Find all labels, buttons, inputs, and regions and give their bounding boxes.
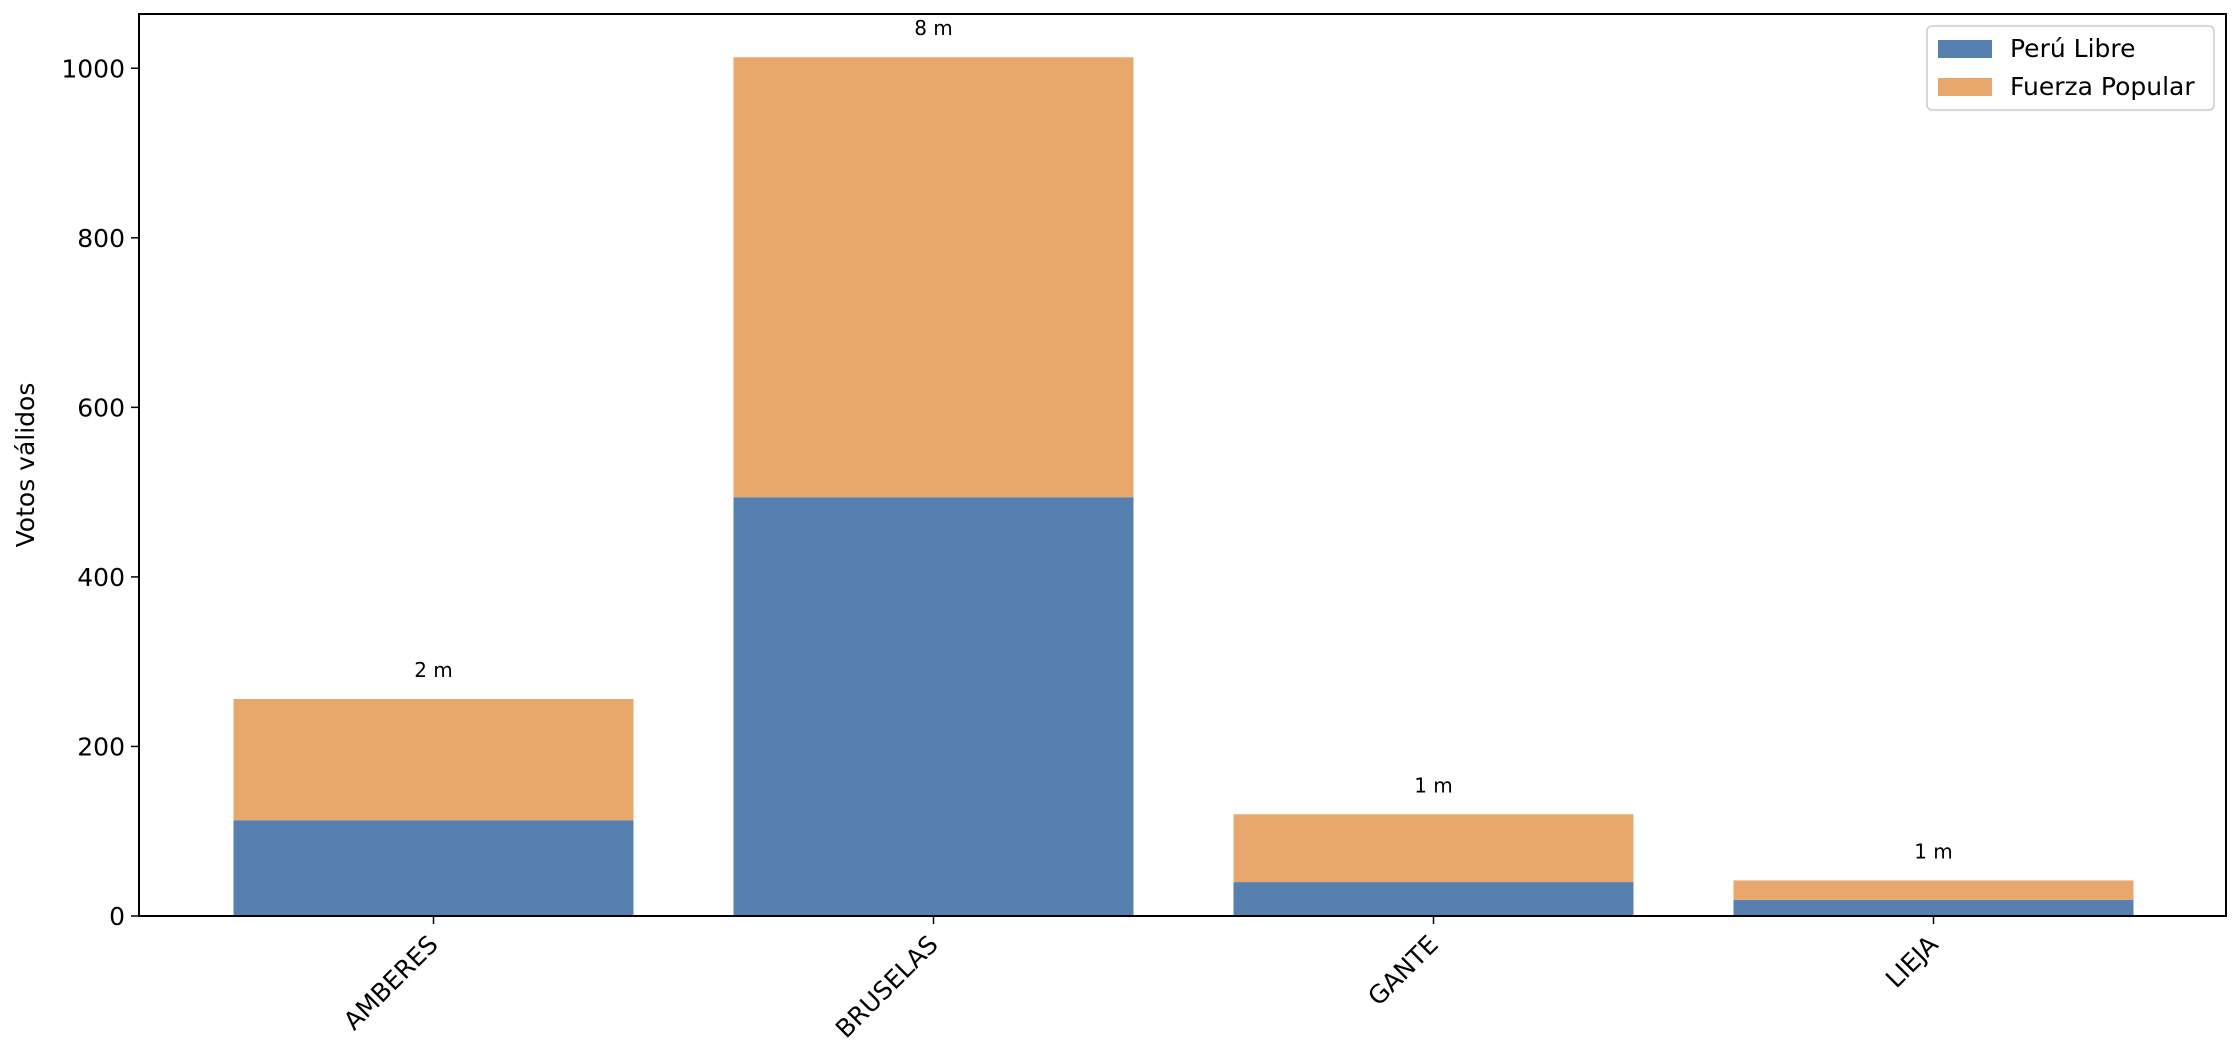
bar-segment (1233, 814, 1634, 883)
y-tick-label: 1000 (61, 54, 125, 83)
y-tick-label: 400 (77, 563, 125, 592)
bar-segment (233, 698, 634, 821)
legend-swatch (1938, 40, 1992, 58)
bar-label: 1 m (1914, 839, 1953, 863)
legend-label: Perú Libre (2010, 34, 2136, 63)
x-tick-label: GANTE (1362, 930, 1443, 1011)
bar-segment (1733, 899, 2134, 916)
bar-segment (733, 497, 1134, 916)
bar-label: 1 m (1414, 773, 1453, 797)
bar-segment (1733, 880, 2134, 900)
x-tick-label: AMBERES (338, 930, 444, 1036)
y-tick-label: 800 (77, 224, 125, 253)
bar-segment (233, 820, 634, 916)
legend-label: Fuerza Popular (2010, 72, 2195, 101)
y-tick-label: 0 (109, 902, 125, 931)
y-tick-label: 200 (77, 732, 125, 761)
bar-label: 2 m (414, 658, 453, 682)
bar-segment (1233, 882, 1634, 916)
legend-frame (1926, 25, 2215, 111)
y-tick-label: 600 (77, 393, 125, 422)
x-tick-label: BRUSELAS (830, 930, 944, 1044)
y-axis-label: Votos válidos (11, 383, 40, 548)
legend: Perú Libre Fuerza Popular (1926, 25, 2215, 111)
legend-swatch (1938, 78, 1992, 96)
plot-frame (138, 13, 2227, 917)
bar-segment (733, 57, 1134, 498)
x-tick-label: LIEJA (1880, 930, 1944, 994)
bar-label: 8 m (914, 16, 953, 40)
